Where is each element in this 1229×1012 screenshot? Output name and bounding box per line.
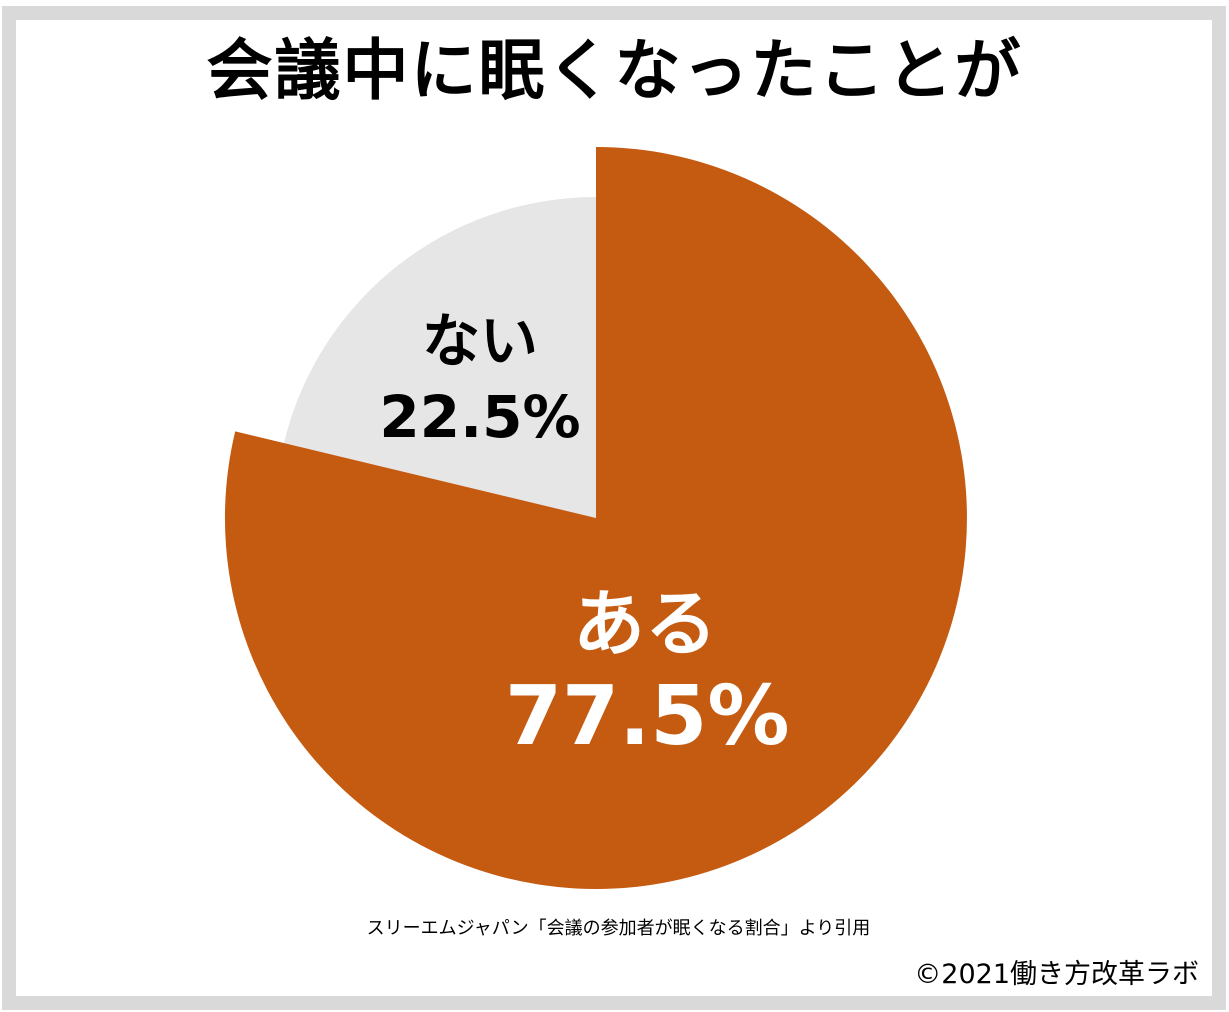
- chart-title: 会議中に眠くなったことが: [206, 32, 1023, 109]
- pie-slice-aru: [224, 147, 967, 889]
- copyright-text: ©2021働き方改革ラボ: [914, 959, 1199, 990]
- slice-percent-nai: 22.5%: [379, 383, 581, 451]
- slice-label-nai: ない: [421, 307, 538, 375]
- slice-percent-aru: 77.5%: [505, 669, 790, 764]
- slice-label-aru: ある: [572, 582, 717, 666]
- pie-slice-nai: [283, 197, 596, 518]
- source-note: スリーエムジャパン「会議の参加者が眠くなる割合」より引用: [366, 918, 871, 939]
